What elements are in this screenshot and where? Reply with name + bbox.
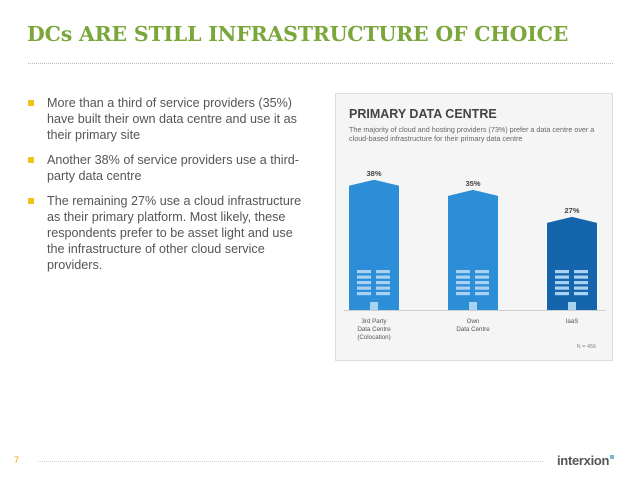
- bar-window: [574, 281, 588, 285]
- data-label: 27%: [564, 206, 579, 215]
- bar-group: [547, 216, 597, 310]
- data-label: 35%: [465, 179, 480, 188]
- bar-window: [376, 281, 390, 285]
- bar: [349, 179, 399, 310]
- bar-window: [475, 292, 489, 296]
- bullet-text: The remaining 27% use a cloud infrastruc…: [47, 194, 302, 272]
- bar-window: [555, 275, 569, 279]
- bullet-square-icon: [28, 157, 34, 163]
- bar-window: [555, 270, 569, 274]
- bullet-list: More than a third of service providers (…: [28, 95, 303, 282]
- bar-window: [357, 270, 371, 274]
- bullet-item: More than a third of service providers (…: [28, 95, 303, 143]
- chart-subtitle: The majority of cloud and hosting provid…: [349, 125, 595, 143]
- bar-window: [574, 286, 588, 290]
- bar-group: [349, 179, 399, 310]
- title-divider: [28, 63, 613, 64]
- bar-window: [456, 286, 470, 290]
- category-label: 3rd Party: [361, 318, 387, 325]
- bar-group: [448, 189, 498, 310]
- page-number: 7: [14, 455, 20, 465]
- chart-title: PRIMARY DATA CENTRE: [349, 107, 497, 121]
- bar-window: [376, 292, 390, 296]
- bar-window: [574, 275, 588, 279]
- bullet-item: The remaining 27% use a cloud infrastruc…: [28, 193, 303, 273]
- bar-window: [456, 292, 470, 296]
- bullet-square-icon: [28, 198, 34, 204]
- bar-window: [456, 281, 470, 285]
- chart-figure: PRIMARY DATA CENTRE The majority of clou…: [335, 93, 613, 361]
- category-label: (Colocation): [357, 334, 390, 341]
- bar-window: [456, 275, 470, 279]
- bar-door: [568, 302, 576, 310]
- bar-window: [357, 275, 371, 279]
- bar-window: [555, 286, 569, 290]
- bar: [547, 216, 597, 310]
- footer-divider: [38, 461, 543, 462]
- bar-window: [574, 292, 588, 296]
- category-label: Data Centre: [357, 326, 391, 333]
- logo-text: interxion: [557, 453, 610, 468]
- bar-window: [376, 270, 390, 274]
- bullet-item: Another 38% of service providers use a t…: [28, 152, 303, 184]
- sample-size-note: N = 456: [576, 344, 596, 350]
- bar-window: [475, 275, 489, 279]
- data-label: 38%: [366, 169, 381, 178]
- category-label: Data Centre: [456, 326, 490, 333]
- bar: [448, 189, 498, 310]
- category-label: IaaS: [566, 318, 579, 325]
- interxion-logo: interxion: [557, 453, 615, 468]
- bullet-text: More than a third of service providers (…: [47, 96, 297, 142]
- bar-door: [469, 302, 477, 310]
- bar-window: [475, 281, 489, 285]
- bullet-text: Another 38% of service providers use a t…: [47, 153, 299, 183]
- bar-window: [376, 275, 390, 279]
- bar-window: [456, 270, 470, 274]
- slide-title: DCs ARE STILL INFRASTRUCTURE OF CHOICE: [27, 22, 569, 46]
- bar-window: [555, 292, 569, 296]
- bar-window: [475, 286, 489, 290]
- bar-window: [475, 270, 489, 274]
- bar-door: [370, 302, 378, 310]
- bar-window: [574, 270, 588, 274]
- bar-window: [555, 281, 569, 285]
- bar-window: [357, 286, 371, 290]
- bullet-square-icon: [28, 100, 34, 106]
- bar-window: [376, 286, 390, 290]
- category-label: Own: [467, 318, 480, 325]
- bar-window: [357, 292, 371, 296]
- logo-dot-icon: [610, 455, 615, 459]
- bar-window: [357, 281, 371, 285]
